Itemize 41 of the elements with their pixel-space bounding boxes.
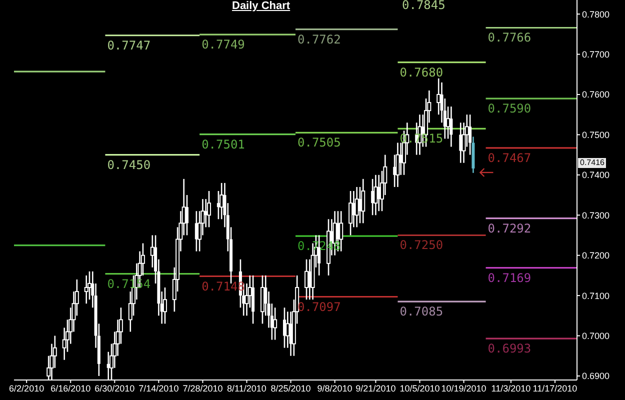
x-tick-label: 10/19/2010: [441, 383, 486, 394]
data-label: 0.7749: [202, 38, 245, 52]
x-tick-label: 9/8/2010: [317, 383, 352, 394]
data-label: 0.7450: [107, 158, 151, 172]
x-tick-label: 9/21/2010: [356, 383, 396, 394]
data-label: 0.7085: [400, 304, 444, 319]
x-tick-label: 7/14/2010: [138, 383, 179, 394]
x-tick-label: 8/11/2010: [227, 383, 266, 394]
x-tick-label: 8/25/2010: [270, 383, 311, 394]
chart-title: Daily Chart: [232, 0, 290, 12]
data-label: 0.7292: [488, 221, 532, 236]
x-tick-label: 6/30/2010: [94, 383, 135, 394]
y-tick-label: 0.7000: [582, 330, 610, 341]
y-tick-label: 0.7100: [582, 290, 610, 301]
x-tick-label: 6/16/2010: [50, 383, 91, 394]
data-label: 0.7762: [298, 32, 341, 46]
data-label: 0.7169: [488, 270, 532, 285]
y-tick-label: 0.7700: [582, 49, 610, 60]
data-label: 0.7766: [488, 30, 532, 45]
data-label: 0.7747: [107, 38, 151, 52]
x-tick-label: 7/28/2010: [182, 383, 223, 394]
data-label: 0.6993: [488, 342, 532, 356]
annotation: 0.7845: [402, 0, 446, 12]
data-label: 0.7505: [298, 136, 341, 150]
data-label: 0.7250: [400, 238, 444, 252]
data-label: 0.7590: [488, 102, 532, 116]
text: 0.7416: [578, 158, 606, 168]
data-label: 0.7680: [400, 65, 444, 80]
y-tick-label: 0.7600: [582, 90, 610, 100]
data-label: 0.7467: [488, 150, 532, 165]
x-tick-label: 6/2/2010: [9, 383, 44, 394]
x-tick-label: 11/17/2010: [532, 383, 578, 394]
y-tick-label: 0.7800: [582, 9, 610, 20]
y-tick-label: 0.7200: [582, 250, 610, 261]
x-tick-label: 10/5/2010: [400, 383, 440, 394]
y-tick-label: 0.7400: [582, 170, 610, 180]
y-tick-label: 0.7300: [582, 210, 610, 220]
y-tick-label: 0.6900: [582, 371, 610, 382]
x-tick-label: 11/3/2010: [491, 383, 531, 394]
y-tick-label: 0.7500: [582, 130, 610, 140]
data-label: 0.7501: [202, 137, 245, 152]
